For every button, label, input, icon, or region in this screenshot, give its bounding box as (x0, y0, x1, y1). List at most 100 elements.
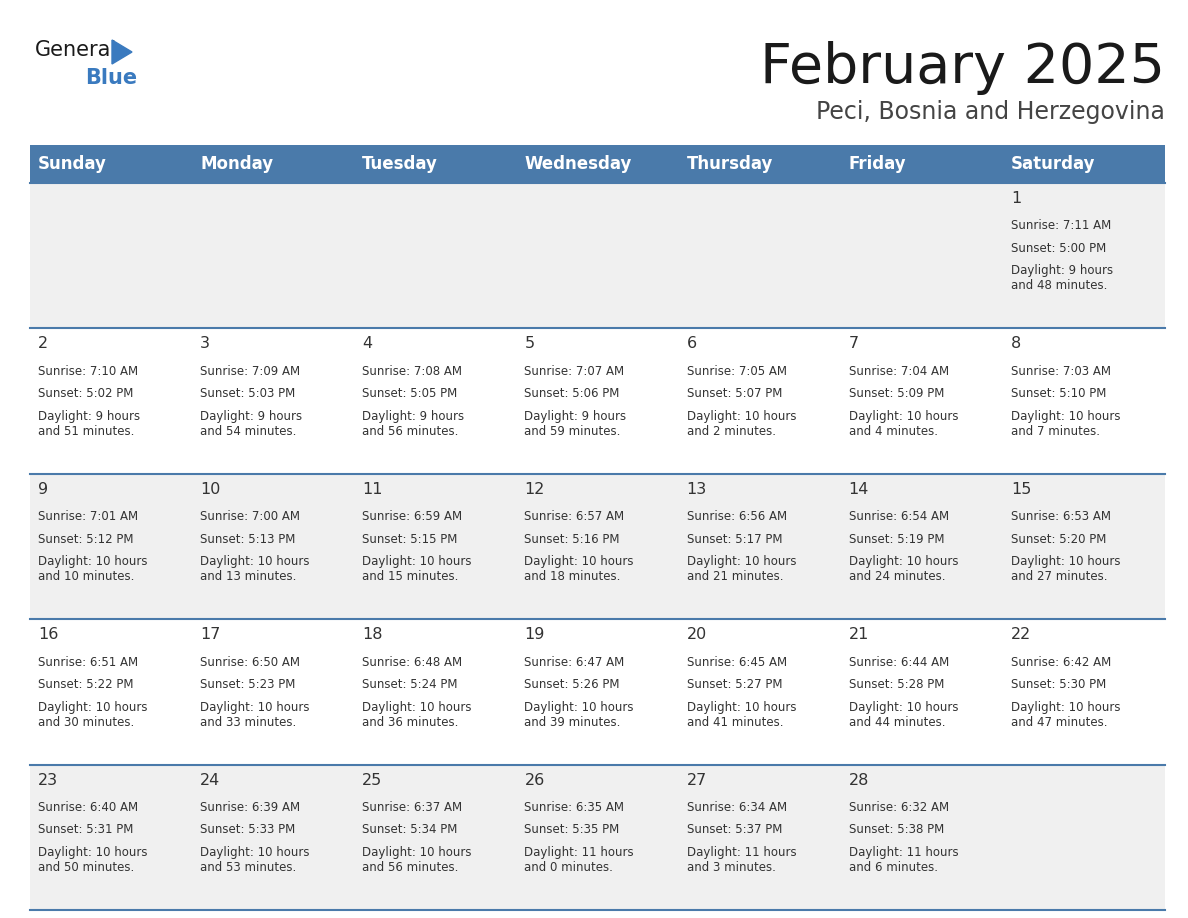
Text: Thursday: Thursday (687, 155, 773, 173)
Text: Daylight: 10 hours
and 27 minutes.: Daylight: 10 hours and 27 minutes. (1011, 555, 1120, 583)
Text: Sunrise: 6:50 AM: Sunrise: 6:50 AM (200, 655, 301, 668)
Text: Daylight: 10 hours
and 56 minutes.: Daylight: 10 hours and 56 minutes. (362, 846, 472, 874)
Text: Friday: Friday (848, 155, 906, 173)
Text: 9: 9 (38, 482, 49, 497)
Text: 20: 20 (687, 627, 707, 643)
Text: Sunset: 5:03 PM: Sunset: 5:03 PM (200, 387, 296, 400)
Text: Daylight: 10 hours
and 39 minutes.: Daylight: 10 hours and 39 minutes. (524, 700, 634, 729)
Text: Daylight: 10 hours
and 21 minutes.: Daylight: 10 hours and 21 minutes. (687, 555, 796, 583)
Text: Daylight: 10 hours
and 30 minutes.: Daylight: 10 hours and 30 minutes. (38, 700, 147, 729)
Text: Monday: Monday (200, 155, 273, 173)
Text: Daylight: 10 hours
and 33 minutes.: Daylight: 10 hours and 33 minutes. (200, 700, 310, 729)
Bar (30, 183, 1165, 329)
Text: 17: 17 (200, 627, 221, 643)
Text: Sunrise: 6:39 AM: Sunrise: 6:39 AM (200, 800, 301, 814)
Text: 6: 6 (687, 336, 696, 352)
Text: Sunrise: 7:07 AM: Sunrise: 7:07 AM (524, 364, 625, 377)
Text: Sunset: 5:35 PM: Sunset: 5:35 PM (524, 823, 620, 836)
Text: 11: 11 (362, 482, 383, 497)
Bar (30, 765, 1165, 910)
Text: Sunrise: 6:53 AM: Sunrise: 6:53 AM (1011, 510, 1111, 523)
Text: Sunrise: 6:37 AM: Sunrise: 6:37 AM (362, 800, 462, 814)
Polygon shape (112, 40, 132, 64)
Text: February 2025: February 2025 (760, 41, 1165, 95)
Text: Sunset: 5:28 PM: Sunset: 5:28 PM (848, 678, 944, 691)
Text: Sunset: 5:02 PM: Sunset: 5:02 PM (38, 387, 133, 400)
Text: Sunrise: 7:01 AM: Sunrise: 7:01 AM (38, 510, 138, 523)
Text: Sunrise: 7:08 AM: Sunrise: 7:08 AM (362, 364, 462, 377)
Bar (30, 329, 1165, 474)
Text: Sunrise: 6:59 AM: Sunrise: 6:59 AM (362, 510, 462, 523)
Text: Sunrise: 6:57 AM: Sunrise: 6:57 AM (524, 510, 625, 523)
Text: Daylight: 9 hours
and 48 minutes.: Daylight: 9 hours and 48 minutes. (1011, 264, 1113, 293)
Text: 25: 25 (362, 773, 383, 788)
Text: Daylight: 10 hours
and 15 minutes.: Daylight: 10 hours and 15 minutes. (362, 555, 472, 583)
Text: 3: 3 (200, 336, 210, 352)
Text: Sunset: 5:16 PM: Sunset: 5:16 PM (524, 532, 620, 545)
Text: Daylight: 10 hours
and 44 minutes.: Daylight: 10 hours and 44 minutes. (848, 700, 959, 729)
Text: Daylight: 10 hours
and 53 minutes.: Daylight: 10 hours and 53 minutes. (200, 846, 310, 874)
Text: Sunset: 5:15 PM: Sunset: 5:15 PM (362, 532, 457, 545)
Text: Sunset: 5:38 PM: Sunset: 5:38 PM (848, 823, 944, 836)
Text: Blue: Blue (86, 68, 137, 88)
Text: Daylight: 10 hours
and 10 minutes.: Daylight: 10 hours and 10 minutes. (38, 555, 147, 583)
Text: Sunset: 5:23 PM: Sunset: 5:23 PM (200, 678, 296, 691)
Text: Sunset: 5:10 PM: Sunset: 5:10 PM (1011, 387, 1106, 400)
Text: Daylight: 11 hours
and 3 minutes.: Daylight: 11 hours and 3 minutes. (687, 846, 796, 874)
Text: Sunset: 5:26 PM: Sunset: 5:26 PM (524, 678, 620, 691)
Text: Daylight: 9 hours
and 54 minutes.: Daylight: 9 hours and 54 minutes. (200, 409, 302, 438)
Text: Sunrise: 7:10 AM: Sunrise: 7:10 AM (38, 364, 138, 377)
Text: 21: 21 (848, 627, 870, 643)
Text: 27: 27 (687, 773, 707, 788)
Text: Sunrise: 6:54 AM: Sunrise: 6:54 AM (848, 510, 949, 523)
Text: Sunset: 5:13 PM: Sunset: 5:13 PM (200, 532, 296, 545)
Text: Sunset: 5:19 PM: Sunset: 5:19 PM (848, 532, 944, 545)
Text: Daylight: 9 hours
and 51 minutes.: Daylight: 9 hours and 51 minutes. (38, 409, 140, 438)
Text: 12: 12 (524, 482, 545, 497)
Text: 13: 13 (687, 482, 707, 497)
Text: Sunrise: 7:04 AM: Sunrise: 7:04 AM (848, 364, 949, 377)
Text: Daylight: 11 hours
and 0 minutes.: Daylight: 11 hours and 0 minutes. (524, 846, 634, 874)
Text: Sunrise: 6:32 AM: Sunrise: 6:32 AM (848, 800, 949, 814)
Text: Sunset: 5:00 PM: Sunset: 5:00 PM (1011, 241, 1106, 255)
Text: Sunrise: 6:34 AM: Sunrise: 6:34 AM (687, 800, 786, 814)
Text: Daylight: 10 hours
and 4 minutes.: Daylight: 10 hours and 4 minutes. (848, 409, 959, 438)
Text: Sunset: 5:06 PM: Sunset: 5:06 PM (524, 387, 620, 400)
Text: 24: 24 (200, 773, 221, 788)
Text: Daylight: 10 hours
and 18 minutes.: Daylight: 10 hours and 18 minutes. (524, 555, 634, 583)
Text: 19: 19 (524, 627, 545, 643)
Text: 18: 18 (362, 627, 383, 643)
Text: 28: 28 (848, 773, 870, 788)
Text: Sunrise: 7:09 AM: Sunrise: 7:09 AM (200, 364, 301, 377)
Text: 1: 1 (1011, 191, 1022, 206)
Text: 8: 8 (1011, 336, 1022, 352)
Text: Daylight: 10 hours
and 13 minutes.: Daylight: 10 hours and 13 minutes. (200, 555, 310, 583)
Text: 14: 14 (848, 482, 870, 497)
Text: Daylight: 10 hours
and 24 minutes.: Daylight: 10 hours and 24 minutes. (848, 555, 959, 583)
Text: Saturday: Saturday (1011, 155, 1095, 173)
Text: Daylight: 10 hours
and 50 minutes.: Daylight: 10 hours and 50 minutes. (38, 846, 147, 874)
Text: Peci, Bosnia and Herzegovina: Peci, Bosnia and Herzegovina (816, 100, 1165, 124)
Text: Sunset: 5:22 PM: Sunset: 5:22 PM (38, 678, 133, 691)
Text: Sunset: 5:05 PM: Sunset: 5:05 PM (362, 387, 457, 400)
Text: Sunrise: 6:47 AM: Sunrise: 6:47 AM (524, 655, 625, 668)
Text: Sunrise: 6:48 AM: Sunrise: 6:48 AM (362, 655, 462, 668)
Text: 15: 15 (1011, 482, 1031, 497)
Text: Daylight: 10 hours
and 47 minutes.: Daylight: 10 hours and 47 minutes. (1011, 700, 1120, 729)
Text: General: General (34, 40, 118, 60)
Text: 10: 10 (200, 482, 221, 497)
Text: Sunset: 5:17 PM: Sunset: 5:17 PM (687, 532, 782, 545)
Text: 2: 2 (38, 336, 49, 352)
Text: Sunset: 5:33 PM: Sunset: 5:33 PM (200, 823, 296, 836)
Text: Sunset: 5:07 PM: Sunset: 5:07 PM (687, 387, 782, 400)
Text: Sunrise: 6:35 AM: Sunrise: 6:35 AM (524, 800, 625, 814)
Text: Daylight: 10 hours
and 2 minutes.: Daylight: 10 hours and 2 minutes. (687, 409, 796, 438)
Text: Tuesday: Tuesday (362, 155, 438, 173)
Text: 26: 26 (524, 773, 544, 788)
Text: Sunrise: 6:40 AM: Sunrise: 6:40 AM (38, 800, 138, 814)
Text: Sunset: 5:30 PM: Sunset: 5:30 PM (1011, 678, 1106, 691)
Text: Sunset: 5:34 PM: Sunset: 5:34 PM (362, 823, 457, 836)
Text: Sunrise: 7:05 AM: Sunrise: 7:05 AM (687, 364, 786, 377)
Text: Sunset: 5:09 PM: Sunset: 5:09 PM (848, 387, 944, 400)
Text: Sunset: 5:37 PM: Sunset: 5:37 PM (687, 823, 782, 836)
